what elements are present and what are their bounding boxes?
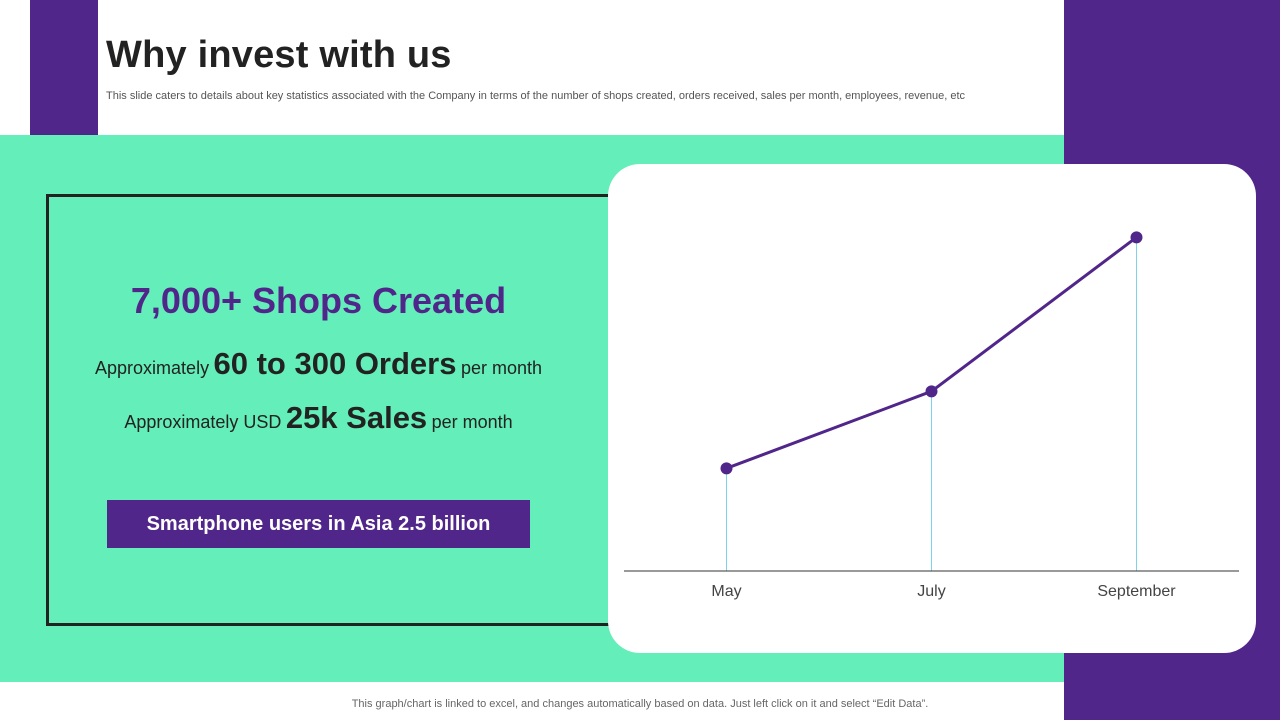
x-tick-label: September	[1097, 583, 1176, 600]
smartphone-users-button[interactable]: Smartphone users in Asia 2.5 billion	[107, 500, 530, 548]
x-tick-label: July	[917, 583, 945, 600]
data-point	[720, 462, 733, 475]
orders-suffix: per month	[460, 358, 542, 378]
orders-value: 60 to 300 Orders	[213, 346, 457, 381]
data-point	[925, 385, 938, 398]
sales-prefix: Approximately USD	[124, 412, 282, 432]
sales-suffix: per month	[431, 412, 513, 432]
shops-created-heading: 7,000+ Shops Created	[130, 280, 507, 321]
purple-accent-left	[30, 0, 98, 135]
chart-card: May July September	[608, 164, 1256, 653]
line-chart: May July September	[624, 231, 1239, 600]
footer-note: This graph/chart is linked to excel, and…	[351, 698, 929, 710]
orders-stat: Approximately 60 to 300 Orders per month	[46, 346, 591, 382]
x-tick-label: May	[711, 583, 741, 600]
sales-stat: Approximately USD 25k Sales per month	[46, 400, 591, 436]
page-title: Why invest with us	[106, 34, 452, 76]
data-point	[1130, 231, 1143, 244]
orders-prefix: Approximately	[95, 358, 210, 378]
sales-value: 25k Sales	[285, 400, 428, 435]
page-subtitle: This slide caters to details about key s…	[106, 90, 966, 102]
